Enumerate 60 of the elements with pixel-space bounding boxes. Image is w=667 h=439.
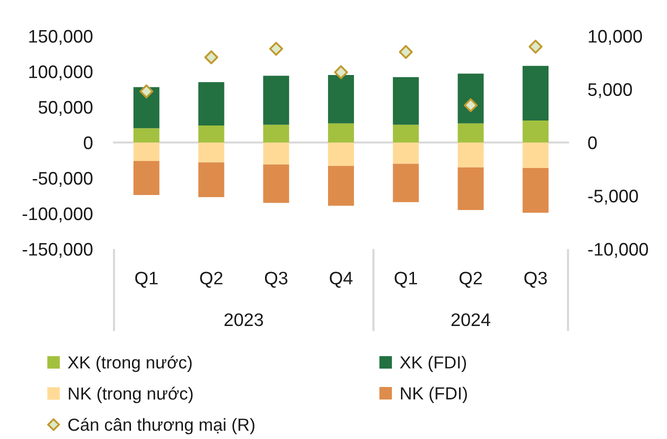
- bar: [328, 123, 354, 142]
- bar: [458, 123, 484, 142]
- bar: [263, 124, 290, 142]
- bar: [522, 142, 549, 168]
- bar: [458, 142, 484, 168]
- bar: [263, 164, 290, 203]
- point: [269, 42, 284, 56]
- legend-label: Cán cân thương mại (R): [68, 418, 254, 434]
- x-tick-label: Q2: [200, 272, 222, 288]
- x-tick-label: Q3: [524, 272, 547, 288]
- point: [139, 84, 154, 98]
- bar: [198, 142, 224, 162]
- x-tick-label: Q4: [330, 272, 353, 288]
- bar: [328, 75, 354, 124]
- y-tick-label: 0: [84, 136, 92, 150]
- y-tick-label: 150,000: [29, 30, 92, 45]
- bar: [198, 162, 224, 198]
- bar: [392, 77, 419, 125]
- bar: [263, 142, 290, 165]
- bar: [328, 166, 354, 206]
- y2-tick-label: -5,000: [588, 190, 638, 205]
- y2-tick-label: -10,000: [588, 242, 648, 258]
- text: 2023: [224, 313, 264, 326]
- legend-label: NK (trong nước): [68, 386, 193, 404]
- bar: [328, 142, 354, 166]
- y-tick-label: -100,000: [22, 207, 92, 222]
- y-tick-label: 100,000: [29, 65, 92, 80]
- x-tick-label: Q1: [394, 272, 418, 288]
- bar: [133, 160, 160, 196]
- bar: [522, 120, 549, 142]
- point: [204, 50, 218, 64]
- y2-tick-label: 0: [588, 136, 597, 150]
- bar: [198, 82, 224, 126]
- y2-tick-label: 5,000: [588, 83, 632, 98]
- y-tick-label: -150,000: [22, 242, 92, 258]
- y-tick-label: -50,000: [32, 172, 92, 187]
- legend-label: NK (FDI): [400, 386, 467, 403]
- point: [398, 45, 413, 59]
- bar: [133, 87, 160, 128]
- bar: [392, 124, 419, 142]
- bar: [522, 168, 549, 213]
- y2-tick-label: 10,000: [588, 30, 642, 45]
- legend-label: XK (trong nước): [68, 356, 192, 372]
- bar: [198, 125, 224, 142]
- bar: [458, 74, 484, 124]
- text: 2024: [452, 313, 490, 326]
- bar: [522, 66, 549, 120]
- x-tick-label: Q2: [460, 272, 482, 288]
- bar: [133, 128, 160, 142]
- y-tick-label: 50,000: [38, 100, 92, 116]
- bar: [392, 142, 419, 164]
- bar: [392, 164, 419, 202]
- x-tick-label: Q3: [264, 272, 288, 288]
- x-tick-label: Q1: [135, 272, 158, 288]
- bar: [133, 142, 160, 161]
- point: [528, 40, 543, 54]
- bar: [263, 76, 290, 125]
- bar: [458, 167, 484, 210]
- point: [334, 65, 348, 80]
- legend-label: XK (FDI): [400, 356, 466, 372]
